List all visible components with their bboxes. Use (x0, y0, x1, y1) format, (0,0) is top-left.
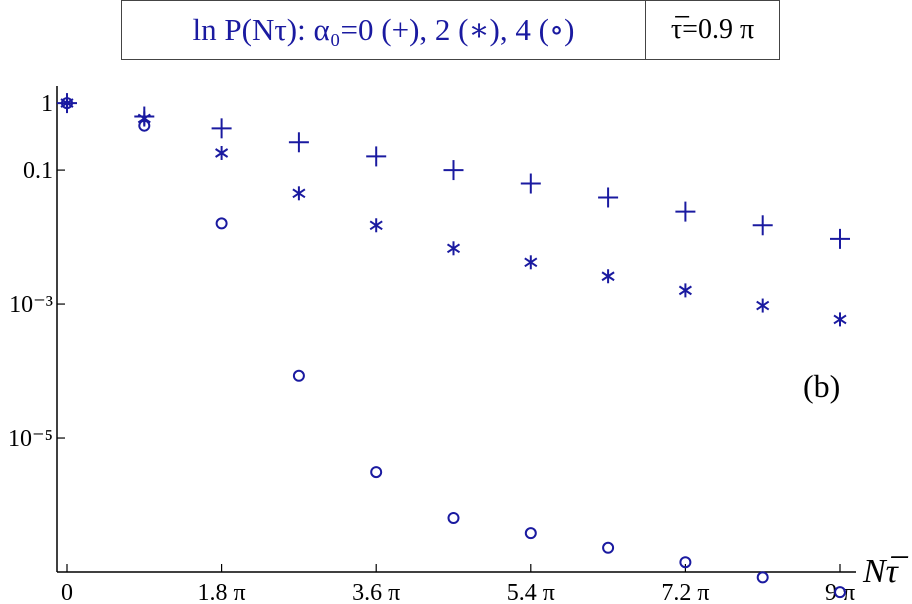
x-axis-label: Nτ̅ (862, 553, 909, 590)
plus-marker (752, 215, 773, 236)
asterisk-marker (601, 269, 615, 284)
markers (57, 93, 850, 599)
x-tick-label: 5.4 π (507, 580, 555, 604)
panel-label: (b) (803, 368, 840, 404)
y-tick-label: 10⁻⁵ (8, 426, 53, 452)
asterisk-marker (446, 241, 461, 256)
circle-marker (524, 527, 537, 540)
asterisk-marker (756, 298, 770, 313)
x-tick-label: 3.6 π (352, 580, 400, 604)
circle-marker (138, 119, 151, 132)
asterisk-marker (833, 312, 847, 327)
x-tick-label: 7.2 π (661, 580, 709, 604)
circle-marker (292, 369, 305, 382)
circle-marker (602, 541, 615, 554)
tau-label: τ̅=0.9 π (645, 0, 780, 60)
asterisk-marker (215, 145, 229, 160)
plus-marker (211, 118, 232, 139)
circle-marker (447, 511, 460, 524)
y-tick-label: 0.1 (23, 158, 53, 184)
plus-marker (520, 173, 541, 194)
circle-marker (679, 556, 692, 569)
x-tick-label: 1.8 π (198, 580, 246, 604)
axes (56, 86, 856, 573)
x-tick-label: 9 π (825, 580, 855, 604)
asterisk-marker (524, 255, 538, 270)
plus-marker (675, 201, 696, 222)
x-tick-label: 0 (61, 580, 73, 604)
circle-marker (370, 466, 383, 479)
plus-marker (288, 132, 309, 153)
ticks: 0 1.8 π 3.6 π 5.4 π 7.2 π 9 π 1 0.1 10⁻³ 10⁻⁵ (8, 91, 855, 604)
asterisk-marker (137, 111, 151, 126)
asterisk-marker (678, 283, 692, 298)
asterisk-marker (292, 186, 306, 201)
plus-marker (443, 160, 464, 181)
circle-marker (834, 586, 846, 599)
plus-marker (366, 146, 387, 167)
plus-marker (830, 228, 850, 249)
circle-marker (61, 97, 73, 110)
circle-marker (215, 217, 228, 230)
y-tick-label: 1 (41, 91, 53, 117)
y-tick-label: 10⁻³ (9, 292, 53, 318)
circle-marker (756, 571, 769, 584)
plus-marker (598, 187, 619, 208)
asterisk-marker (369, 218, 383, 233)
chart-title: ln P(Nτ): α₀=0 (+), 2 (∗), 4 (∘) (121, 0, 646, 60)
